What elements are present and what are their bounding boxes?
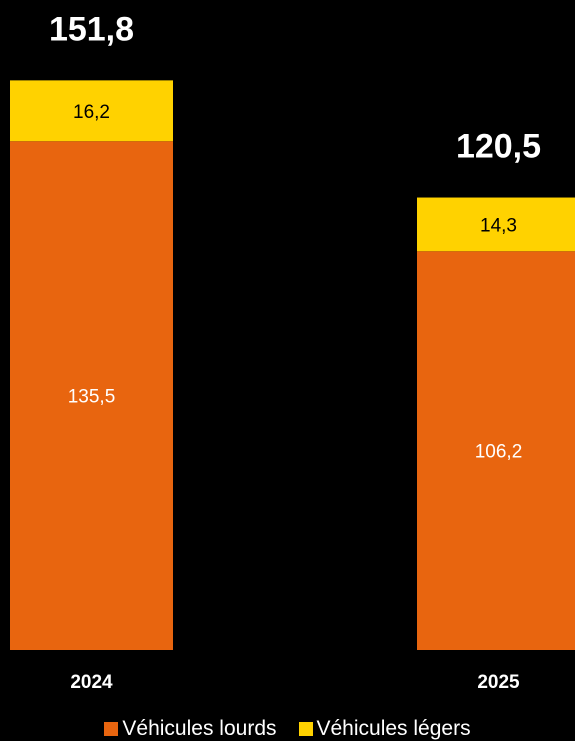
bar-value-label-2025-heavy: 106,2 [475,442,523,463]
bar-segment-2024-light [10,80,173,142]
bar-segment-2025-heavy [417,251,575,651]
total-label-2025: 120,5 [456,128,541,166]
legend-label-heavy-vehicles: Véhicules lourds [122,717,277,740]
bars-layer [10,80,575,651]
bar-value-label-2024-light: 16,2 [73,102,110,123]
total-label-2024: 151,8 [49,10,134,48]
legend-item-light-vehicles: Véhicules légers [298,716,471,741]
legend-label-light-vehicles: Véhicules légers [316,717,471,740]
x-tick-label-2024: 2024 [70,672,113,693]
bar-segment-2024-heavy [10,141,173,650]
x-tick-label-2025: 2025 [477,672,520,693]
bar-value-label-2025-light: 14,3 [480,215,517,236]
bar-segment-2025-light [417,197,575,252]
legend-swatch-light-vehicles [298,721,313,736]
chart-legend: Véhicules lourds Véhicules légers [0,716,575,741]
legend-item-heavy-vehicles: Véhicules lourds [104,716,277,741]
legend-swatch-heavy-vehicles [104,721,119,736]
labels-layer: 135,5 16,2 151,8 2024 106,2 14,3 120,5 2025 [49,10,541,693]
bar-value-label-2024-heavy: 135,5 [68,387,116,408]
